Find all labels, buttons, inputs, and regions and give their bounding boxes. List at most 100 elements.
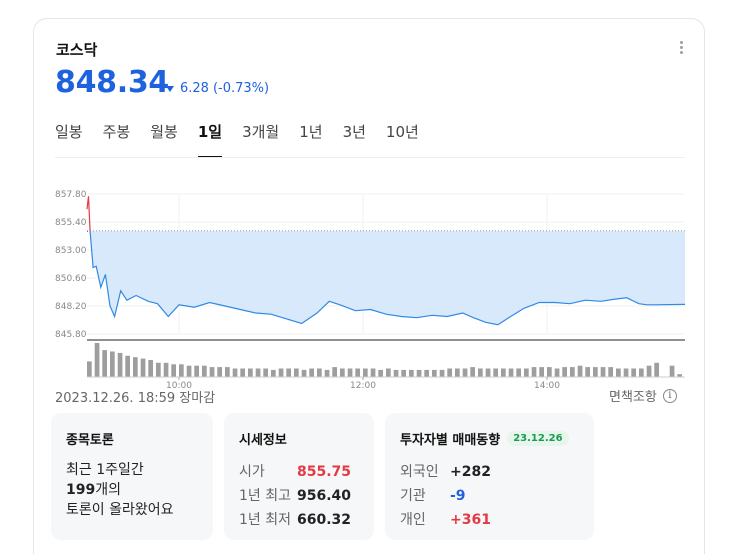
volume-bar	[531, 367, 537, 377]
volume-bar	[186, 365, 192, 377]
volume-bar	[547, 367, 552, 377]
volume-bar	[202, 365, 207, 377]
investor-label: 개인	[400, 512, 426, 528]
tab-1day[interactable]: 1일	[197, 121, 223, 158]
volume-bar	[416, 369, 422, 377]
volume-bar	[194, 365, 199, 377]
info-row-52w-low: 1년 최저 660.32	[239, 508, 359, 532]
info-label: 시가	[239, 464, 265, 480]
info-value: 855.75	[297, 464, 352, 480]
volume-bar	[179, 364, 184, 378]
volume-bar	[286, 368, 291, 377]
volume-bar	[263, 368, 268, 377]
disclaimer-label: 면책조항	[609, 390, 657, 405]
y-tick-label: 850.60	[55, 274, 87, 284]
tab-daily[interactable]: 일봉	[55, 123, 83, 141]
volume-bar	[102, 350, 107, 377]
investor-value: +361	[450, 512, 491, 528]
volume-bar	[163, 362, 169, 377]
price-change: 6.28 (-0.73%)	[166, 81, 269, 96]
volume-bar	[240, 368, 245, 377]
volume-bar	[217, 367, 222, 377]
volume-bar	[355, 368, 360, 377]
info-value: 660.32	[297, 512, 352, 528]
investor-row-individual: 개인 +361	[400, 508, 579, 532]
volume-bar	[347, 368, 353, 377]
volume-bar	[493, 368, 498, 377]
investor-trend-card[interactable]: 투자자별 매매동향 23.12.26 외국인 +282 기관 -9 개인 +36…	[385, 413, 594, 540]
volume-bar	[478, 368, 483, 377]
volume-bar	[432, 369, 437, 377]
volume-bar	[94, 343, 100, 377]
y-tick-label: 848.20	[55, 302, 87, 312]
discussion-line3: 토론이 올라왔어요	[66, 502, 174, 518]
volume-bar	[654, 362, 659, 377]
volume-bar	[470, 367, 475, 377]
volume-bar	[677, 374, 682, 377]
intraday-chart[interactable]: 857.80 855.40 853.00 850.60 848.20 845.80 10:0…	[34, 167, 706, 393]
tab-10years[interactable]: 10년	[385, 123, 419, 141]
volume-bar	[554, 368, 560, 377]
y-tick-label: 853.00	[55, 246, 87, 256]
volume-bar	[156, 362, 161, 377]
volume-bar	[462, 368, 468, 377]
volume-bar	[370, 368, 376, 377]
volume-bar	[225, 367, 230, 377]
volume-bar	[508, 368, 514, 377]
volume-bar	[539, 367, 544, 377]
tab-monthly[interactable]: 월봉	[150, 123, 178, 141]
volume-bar	[409, 369, 414, 377]
volume-bar	[248, 368, 253, 377]
volume-bar	[501, 368, 506, 377]
volume-bar	[148, 360, 153, 377]
volume-bar	[577, 365, 583, 377]
price-line	[89, 231, 686, 326]
stock-name: 코스닥	[56, 41, 98, 59]
volume-bar	[447, 368, 452, 377]
info-row-52w-high: 1년 최고 956.40	[239, 484, 359, 508]
down-arrow-icon	[166, 85, 174, 92]
volume-bar	[623, 368, 629, 377]
tab-1year[interactable]: 1년	[299, 123, 323, 141]
discussion-card[interactable]: 종목토론 최근 1주일간 199개의 토론이 올라왔어요	[51, 413, 213, 540]
volume-bar	[125, 355, 130, 378]
stock-card: 코스닥 848.34 6.28 (-0.73%) 일봉 주봉 월봉 1일 3개월…	[33, 18, 705, 554]
volume-bar	[171, 364, 176, 378]
investor-trend-title: 투자자별 매매동향	[400, 433, 501, 448]
volume-bar	[110, 351, 115, 377]
investor-trend-header: 투자자별 매매동향 23.12.26	[400, 429, 579, 448]
info-label: 1년 최저	[239, 512, 291, 528]
x-tick-label: 12:00	[350, 381, 376, 391]
x-tick-label: 14:00	[534, 381, 560, 391]
volume-bar	[562, 367, 567, 377]
volume-bar	[646, 365, 652, 377]
volume-bar	[117, 352, 123, 377]
disclaimer-link[interactable]: 면책조항 i	[609, 386, 677, 405]
discussion-title: 종목토론	[66, 433, 114, 448]
tab-3months[interactable]: 3개월	[242, 123, 280, 141]
investor-value: +282	[450, 464, 491, 480]
tab-weekly[interactable]: 주봉	[102, 123, 131, 141]
volume-bar	[593, 367, 598, 377]
volume-bar	[378, 369, 383, 377]
volume-bar	[639, 368, 644, 377]
change-percent: (-0.73%)	[212, 81, 270, 96]
volume-bar	[133, 357, 138, 377]
x-tick-label: 10:00	[166, 381, 192, 391]
volume-bar	[585, 367, 590, 377]
volume-bar	[363, 368, 368, 377]
volume-bar	[455, 368, 460, 377]
more-options-icon[interactable]	[678, 41, 684, 57]
y-tick-label: 857.80	[55, 190, 87, 200]
discussion-count-line: 199개의	[66, 480, 198, 500]
y-tick-label: 845.80	[55, 330, 87, 340]
tab-3years[interactable]: 3년	[342, 123, 366, 141]
investor-row-foreign: 외국인 +282	[400, 460, 579, 484]
info-icon: i	[662, 388, 677, 403]
discussion-count-suffix: 개의	[95, 482, 121, 498]
market-info-title: 시세정보	[239, 433, 287, 448]
volume-bar	[570, 367, 575, 377]
tab-divider	[55, 157, 685, 158]
volume-bar	[616, 368, 621, 377]
volume-bar	[401, 369, 406, 377]
